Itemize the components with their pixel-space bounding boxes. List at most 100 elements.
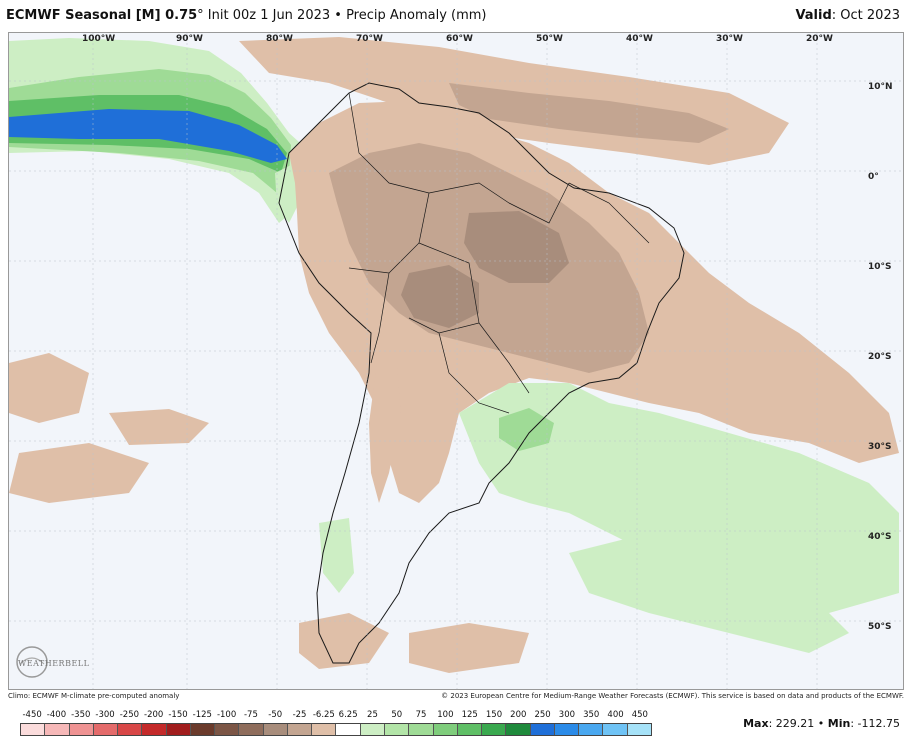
country-borders bbox=[348, 92, 650, 414]
copyright-note: © 2023 European Centre for Medium-Range … bbox=[441, 692, 904, 700]
legend-swatch bbox=[457, 724, 483, 735]
legend-label: -450 bbox=[22, 710, 42, 720]
min-value: : -112.75 bbox=[850, 717, 900, 730]
legend-swatch bbox=[21, 724, 46, 735]
legend-swatch bbox=[336, 724, 361, 735]
legend-swatch bbox=[360, 724, 385, 735]
legend-swatch bbox=[93, 724, 119, 735]
weatherbell-logo-text: WEATHERBELL bbox=[18, 659, 90, 668]
lon-label: 90°W bbox=[176, 34, 203, 44]
legend-label: -100 bbox=[216, 710, 237, 720]
legend-swatch bbox=[384, 724, 410, 735]
lat-label: 40°S bbox=[868, 532, 892, 542]
legend-swatch bbox=[579, 724, 604, 735]
max-min-stats: Max: 229.21 • Min: -112.75 bbox=[743, 717, 900, 730]
max-value: : 229.21 • bbox=[768, 717, 828, 730]
legend-label: 125 bbox=[461, 710, 478, 720]
legend-swatch bbox=[530, 724, 555, 735]
patagonia-coast-wet bbox=[319, 518, 354, 593]
map-canvas bbox=[9, 33, 903, 689]
lat-label: 0° bbox=[868, 172, 879, 182]
lat-label: 20°S bbox=[868, 352, 892, 362]
legend-label: 75 bbox=[415, 710, 427, 720]
color-legend: -450 -400 -350 -300 -250 -200 -150 -125 -100 -75-… bbox=[20, 710, 652, 740]
legend-swatch bbox=[312, 724, 337, 735]
pacific-dry-blob-3 bbox=[9, 443, 149, 503]
lon-label: 100°W bbox=[82, 34, 116, 44]
legend-swatch bbox=[263, 724, 288, 735]
legend-label: 200 bbox=[510, 710, 527, 720]
legend-swatch bbox=[118, 724, 143, 735]
legend-label: 100 bbox=[437, 710, 454, 720]
lat-label: 10°N bbox=[868, 82, 893, 92]
legend-label: -50 bbox=[268, 710, 283, 720]
legend-label: 25 bbox=[367, 710, 378, 720]
legend-swatch bbox=[627, 724, 651, 735]
lat-label: 10°S bbox=[868, 262, 892, 272]
lon-label: 60°W bbox=[446, 34, 473, 44]
lat-lon-gridlines bbox=[9, 33, 903, 689]
lat-label: 50°S bbox=[868, 622, 892, 632]
legend-swatch bbox=[215, 724, 240, 735]
header: ECMWF Seasonal [M] 0.75° Init 00z 1 Jun … bbox=[0, 0, 914, 32]
legend-swatch bbox=[287, 724, 313, 735]
map-title: ECMWF Seasonal [M] 0.75° Init 00z 1 Jun … bbox=[6, 8, 487, 23]
uruguay-wet-core bbox=[499, 408, 554, 451]
legend-label: -400 bbox=[46, 710, 67, 720]
legend-labels: -450 -400 -350 -300 -250 -200 -150 -125 -100 -75-… bbox=[20, 710, 652, 722]
weatherbell-logo bbox=[16, 646, 48, 678]
south-america-outline bbox=[278, 82, 685, 664]
legend-swatch bbox=[603, 724, 628, 735]
atlantic-dry-band-core bbox=[449, 83, 729, 143]
legend-swatch bbox=[45, 724, 70, 735]
max-label: Max bbox=[743, 717, 769, 730]
legend-swatch bbox=[506, 724, 531, 735]
legend-label: -300 bbox=[95, 710, 115, 720]
pacific-dry-blob-2 bbox=[109, 409, 209, 445]
climo-note: Climo: ECMWF M-climate pre-computed anom… bbox=[8, 692, 180, 700]
legend-swatch bbox=[69, 724, 94, 735]
south-atlantic-wet-secondary bbox=[569, 533, 849, 653]
south-atlantic-wet-anomaly bbox=[459, 383, 899, 613]
legend-label: -350 bbox=[71, 710, 91, 720]
legend-swatch bbox=[190, 724, 216, 735]
legend-label: 50 bbox=[391, 710, 403, 720]
legend-color-bar bbox=[20, 723, 652, 736]
lon-label: 70°W bbox=[356, 34, 383, 44]
legend-label: 150 bbox=[485, 710, 503, 720]
legend-label: -6.25 bbox=[312, 710, 335, 720]
legend-swatch bbox=[482, 724, 507, 735]
legend-label: 400 bbox=[607, 710, 624, 720]
pacific-dry-blob-1 bbox=[9, 353, 89, 423]
bolivia-dry-core bbox=[401, 265, 479, 328]
valid-value: : Oct 2023 bbox=[831, 8, 900, 23]
lon-label: 50°W bbox=[536, 34, 563, 44]
legend-swatch bbox=[409, 724, 434, 735]
legend-label: -200 bbox=[144, 710, 164, 720]
legend-label: -150 bbox=[168, 710, 188, 720]
legend-label: 350 bbox=[583, 710, 600, 720]
legend-swatch bbox=[142, 724, 167, 735]
legend-label: 300 bbox=[558, 710, 576, 720]
lon-label: 20°W bbox=[806, 34, 833, 44]
lon-label: 30°W bbox=[716, 34, 743, 44]
lon-label: 40°W bbox=[626, 34, 653, 44]
legend-label: -125 bbox=[192, 710, 212, 720]
legend-label: -250 bbox=[119, 710, 140, 720]
lat-label: 30°S bbox=[868, 442, 892, 452]
legend-label: 250 bbox=[534, 710, 551, 720]
legend-swatch bbox=[554, 724, 580, 735]
title-details: ° Init 00z 1 Jun 2023 • Precip Anomaly (… bbox=[197, 8, 487, 23]
legend-label: -25 bbox=[292, 710, 307, 720]
min-label: Min bbox=[827, 717, 851, 730]
andes-dry-strip bbox=[369, 363, 401, 503]
legend-swatch bbox=[239, 724, 264, 735]
pacific-wet-anomaly-strong bbox=[9, 109, 287, 163]
valid-date: Valid: Oct 2023 bbox=[795, 8, 900, 23]
precip-anomaly-map[interactable] bbox=[8, 32, 904, 690]
central-brazil-dry-core bbox=[464, 211, 569, 283]
lon-label: 80°W bbox=[266, 34, 293, 44]
title-model: ECMWF Seasonal [M] 0.75 bbox=[6, 8, 198, 23]
south-atlantic-dry-blob bbox=[409, 623, 529, 673]
legend-swatch bbox=[166, 724, 191, 735]
